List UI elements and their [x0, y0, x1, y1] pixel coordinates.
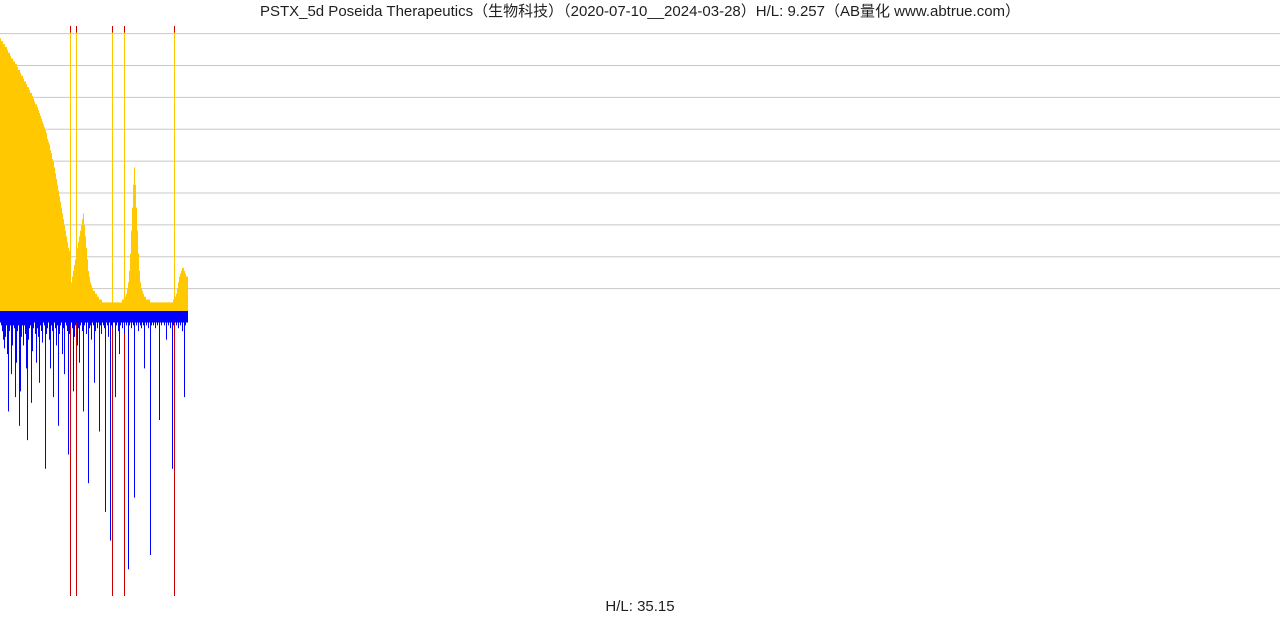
price-chart [0, 0, 1280, 620]
chart-footer: H/L: 35.15 [0, 598, 1280, 620]
